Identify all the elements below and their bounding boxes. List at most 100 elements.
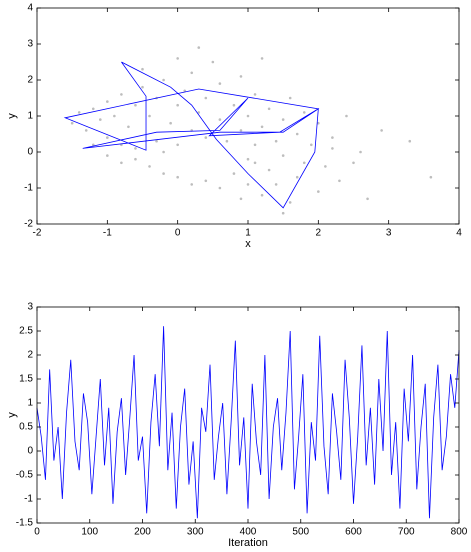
y-tick-label: 0 bbox=[27, 446, 33, 457]
y-tick-label: 1 bbox=[27, 398, 33, 409]
x-tick-label: -1 bbox=[103, 228, 112, 239]
scatter-point bbox=[106, 136, 109, 139]
scatter-point bbox=[211, 60, 215, 64]
scatter-point bbox=[310, 143, 313, 147]
scatter-point bbox=[239, 75, 243, 78]
scatter-point bbox=[359, 150, 362, 154]
scatter-point bbox=[84, 129, 88, 132]
scatter-point bbox=[352, 161, 355, 165]
scatter-point bbox=[162, 78, 165, 82]
scatter-point bbox=[288, 96, 292, 100]
scatter-point bbox=[281, 118, 285, 121]
x-tick-label: -2 bbox=[33, 228, 42, 239]
scatter-point bbox=[408, 139, 412, 143]
scatter-point bbox=[176, 103, 179, 107]
scatter-point bbox=[148, 114, 151, 118]
scatter-point bbox=[295, 132, 299, 136]
y-tick-label: 0 bbox=[27, 147, 33, 158]
scatter-point bbox=[246, 157, 250, 161]
scatter-point bbox=[331, 136, 334, 139]
scatter-point bbox=[260, 193, 264, 197]
scatter-point bbox=[70, 121, 74, 125]
scatter-point bbox=[232, 172, 236, 175]
scatter-point bbox=[302, 161, 306, 165]
scatter-point bbox=[225, 139, 229, 143]
scatter-point bbox=[176, 143, 179, 147]
scatter-point bbox=[324, 165, 327, 168]
scatter-point bbox=[141, 85, 144, 89]
line-series bbox=[63, 61, 320, 209]
scatter-point bbox=[106, 154, 109, 157]
scatter-point bbox=[267, 168, 271, 172]
y-tick-label: 2 bbox=[27, 350, 33, 361]
scatter-point bbox=[197, 111, 201, 114]
scatter-point bbox=[338, 179, 341, 183]
scatter-point bbox=[155, 139, 158, 143]
scatter-point bbox=[169, 121, 172, 125]
scatter-point bbox=[288, 201, 292, 204]
scatter-point bbox=[218, 118, 222, 121]
x-tick-label: 400 bbox=[240, 527, 257, 538]
x-tick-label: 4 bbox=[456, 228, 462, 239]
scatter-point bbox=[197, 46, 201, 49]
scatter-point bbox=[331, 147, 334, 150]
scatter-point bbox=[148, 165, 151, 168]
x-tick-label: 600 bbox=[345, 527, 362, 538]
scatter-point bbox=[141, 67, 144, 71]
scatter-point bbox=[317, 121, 320, 125]
scatter-point bbox=[91, 143, 95, 147]
scatter-point bbox=[345, 114, 348, 118]
x-tick-label: 100 bbox=[81, 527, 98, 538]
scatter-point bbox=[317, 190, 320, 193]
scatter-point bbox=[239, 197, 243, 201]
scatter-point bbox=[162, 150, 165, 154]
scatter-point bbox=[134, 147, 137, 150]
x-tick-label: 1 bbox=[245, 228, 251, 239]
y-tick-label: 4 bbox=[27, 3, 33, 14]
x-axis-label: Iteration bbox=[228, 537, 268, 549]
y-tick-label: 2 bbox=[27, 75, 33, 86]
scatter-point bbox=[120, 93, 123, 96]
plot-frame bbox=[36, 306, 460, 524]
y-tick-label: -1 bbox=[24, 183, 33, 194]
scatter-point bbox=[106, 100, 109, 103]
y-tick-label: 1 bbox=[27, 111, 33, 122]
scatter-point bbox=[267, 107, 271, 111]
scatter-point bbox=[274, 139, 278, 143]
scatter-point bbox=[239, 129, 243, 132]
scatter-point bbox=[253, 143, 257, 147]
y-tick-label: 3 bbox=[27, 39, 33, 50]
scatter-point bbox=[281, 211, 285, 215]
scatter-point bbox=[274, 183, 278, 186]
scatter-point bbox=[295, 175, 299, 179]
scatter-point bbox=[127, 125, 130, 129]
x-tick-label: 3 bbox=[386, 228, 392, 239]
x-tick-label: 500 bbox=[292, 527, 309, 538]
x-tick-label: 700 bbox=[398, 527, 415, 538]
x-tick-label: 2 bbox=[316, 228, 322, 239]
scatter-point bbox=[190, 71, 194, 75]
scatter-point bbox=[366, 197, 369, 201]
scatter-point bbox=[113, 114, 116, 118]
y-tick-label: -1 bbox=[24, 494, 33, 505]
y-tick-label: -0.5 bbox=[16, 470, 34, 481]
scatter-point bbox=[218, 186, 222, 190]
scatter-point bbox=[204, 96, 208, 100]
scatter-point bbox=[246, 114, 250, 118]
y-tick-label: 3 bbox=[27, 302, 33, 313]
scatter-point bbox=[134, 103, 137, 107]
scatter-point bbox=[302, 111, 306, 114]
scatter-point bbox=[176, 57, 179, 60]
x-tick-label: 0 bbox=[175, 228, 181, 239]
scatter-point bbox=[91, 107, 95, 111]
scatter-point bbox=[162, 172, 165, 175]
scatter-point bbox=[204, 179, 208, 183]
y-axis-label: y bbox=[6, 412, 18, 418]
x-tick-label: 0 bbox=[34, 527, 40, 538]
scatter-point bbox=[204, 136, 208, 139]
y-axis-label: y bbox=[6, 113, 18, 119]
x-tick-label: 200 bbox=[134, 527, 151, 538]
scatter-point bbox=[232, 103, 236, 107]
